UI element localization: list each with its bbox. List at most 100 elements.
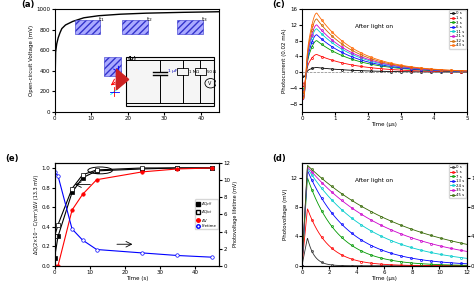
1 s [435, 69, 441, 73]
ΔQ$_{eff}$ [80, 176, 85, 180]
5 s [435, 264, 440, 268]
3 s [301, 92, 306, 96]
32 s [378, 60, 384, 63]
Line: 13 s: 13 s [301, 170, 468, 267]
35 s [299, 264, 305, 268]
Line: 5 s: 5 s [301, 208, 468, 267]
Text: t$_3$: t$_3$ [201, 15, 208, 24]
35 s [435, 243, 440, 247]
3 s [389, 66, 395, 69]
35 s [378, 223, 383, 227]
35 s [389, 228, 394, 232]
24 s [389, 239, 394, 243]
11 s [435, 68, 441, 72]
35 s [398, 232, 403, 236]
45 s [378, 214, 383, 218]
0 s [305, 236, 310, 240]
7 s [460, 263, 466, 267]
24 s [299, 264, 305, 268]
Line: 32 s: 32 s [301, 18, 468, 100]
1 s [301, 85, 306, 88]
6 s [464, 69, 470, 73]
43 s [379, 59, 385, 63]
Bar [177, 20, 203, 34]
7 s [435, 263, 440, 266]
X-axis label: Time (μs): Time (μs) [372, 122, 397, 127]
ΔV [55, 264, 61, 268]
43 s [389, 62, 395, 65]
X-axis label: Time (s): Time (s) [126, 276, 148, 281]
0 s [398, 70, 404, 73]
7 s [305, 176, 310, 180]
24 s [435, 252, 440, 256]
24 s [305, 167, 310, 170]
0 s [301, 76, 306, 79]
0 s [378, 69, 384, 73]
lifetime [52, 170, 57, 173]
Line: 21 s: 21 s [301, 24, 468, 101]
43 s [461, 69, 466, 72]
6 s [435, 69, 441, 72]
13 s [398, 254, 403, 258]
lifetime [94, 248, 100, 251]
Text: (c): (c) [272, 0, 285, 9]
5 s [398, 263, 403, 267]
ΔV [210, 166, 215, 170]
Line: 6 s: 6 s [301, 34, 468, 98]
13 s [378, 248, 383, 251]
ΔV [94, 178, 100, 182]
lifetime [69, 227, 75, 231]
13 s [464, 262, 470, 265]
11 s [314, 27, 319, 31]
13 s [299, 264, 305, 268]
11 s [398, 65, 404, 69]
32 s [398, 64, 404, 68]
45 s [379, 215, 384, 219]
21 s [314, 23, 319, 27]
32 s [379, 60, 385, 64]
ΔQ$_{tot}$ [55, 223, 61, 226]
ΔV [52, 264, 57, 268]
24 s [398, 242, 403, 246]
X-axis label: Time (μs): Time (μs) [372, 276, 397, 281]
5 s [378, 262, 383, 266]
1 s [389, 68, 395, 71]
3 s [435, 69, 441, 72]
0 s [389, 70, 395, 73]
Text: (e): (e) [5, 154, 18, 163]
ΔQ$_{tot}$ [52, 235, 57, 238]
11 s [464, 69, 470, 73]
Text: t$_1$: t$_1$ [99, 15, 105, 24]
Legend: 0 s, 1 s, 3 s, 6 s, 11 s, 21 s, 32 s, 43 s: 0 s, 1 s, 3 s, 6 s, 11 s, 21 s, 32 s, 43… [449, 10, 466, 49]
7 s [379, 256, 384, 260]
Line: 11 s: 11 s [301, 28, 468, 101]
21 s [435, 68, 441, 72]
6 s [314, 33, 319, 37]
ΔQ$_{eff}$ [55, 235, 61, 238]
11 s [378, 62, 384, 66]
5 s [464, 264, 470, 268]
43 s [314, 11, 319, 15]
3 s [379, 64, 385, 68]
Text: (a): (a) [21, 0, 35, 9]
Legend: $\Delta$Q$_{eff}$, $\Delta$Q$_{tot}$, $\Delta$V, lifetime: $\Delta$Q$_{eff}$, $\Delta$Q$_{tot}$, $\… [195, 199, 218, 230]
lifetime [139, 251, 145, 255]
ΔQ$_{tot}$ [69, 187, 75, 190]
3 s [461, 70, 466, 73]
21 s [379, 61, 385, 65]
ΔQ$_{tot}$ [80, 173, 85, 177]
6 s [299, 88, 305, 92]
1 s [314, 53, 319, 56]
0 s [379, 69, 385, 73]
ΔQ$_{eff}$ [174, 166, 180, 170]
43 s [299, 90, 305, 93]
0 s [460, 264, 466, 268]
1 s [379, 67, 385, 71]
21 s [378, 61, 384, 65]
3 s [398, 67, 404, 70]
32 s [435, 68, 441, 72]
43 s [378, 59, 384, 62]
21 s [398, 65, 404, 68]
0 s [435, 264, 440, 268]
11 s [379, 62, 385, 66]
